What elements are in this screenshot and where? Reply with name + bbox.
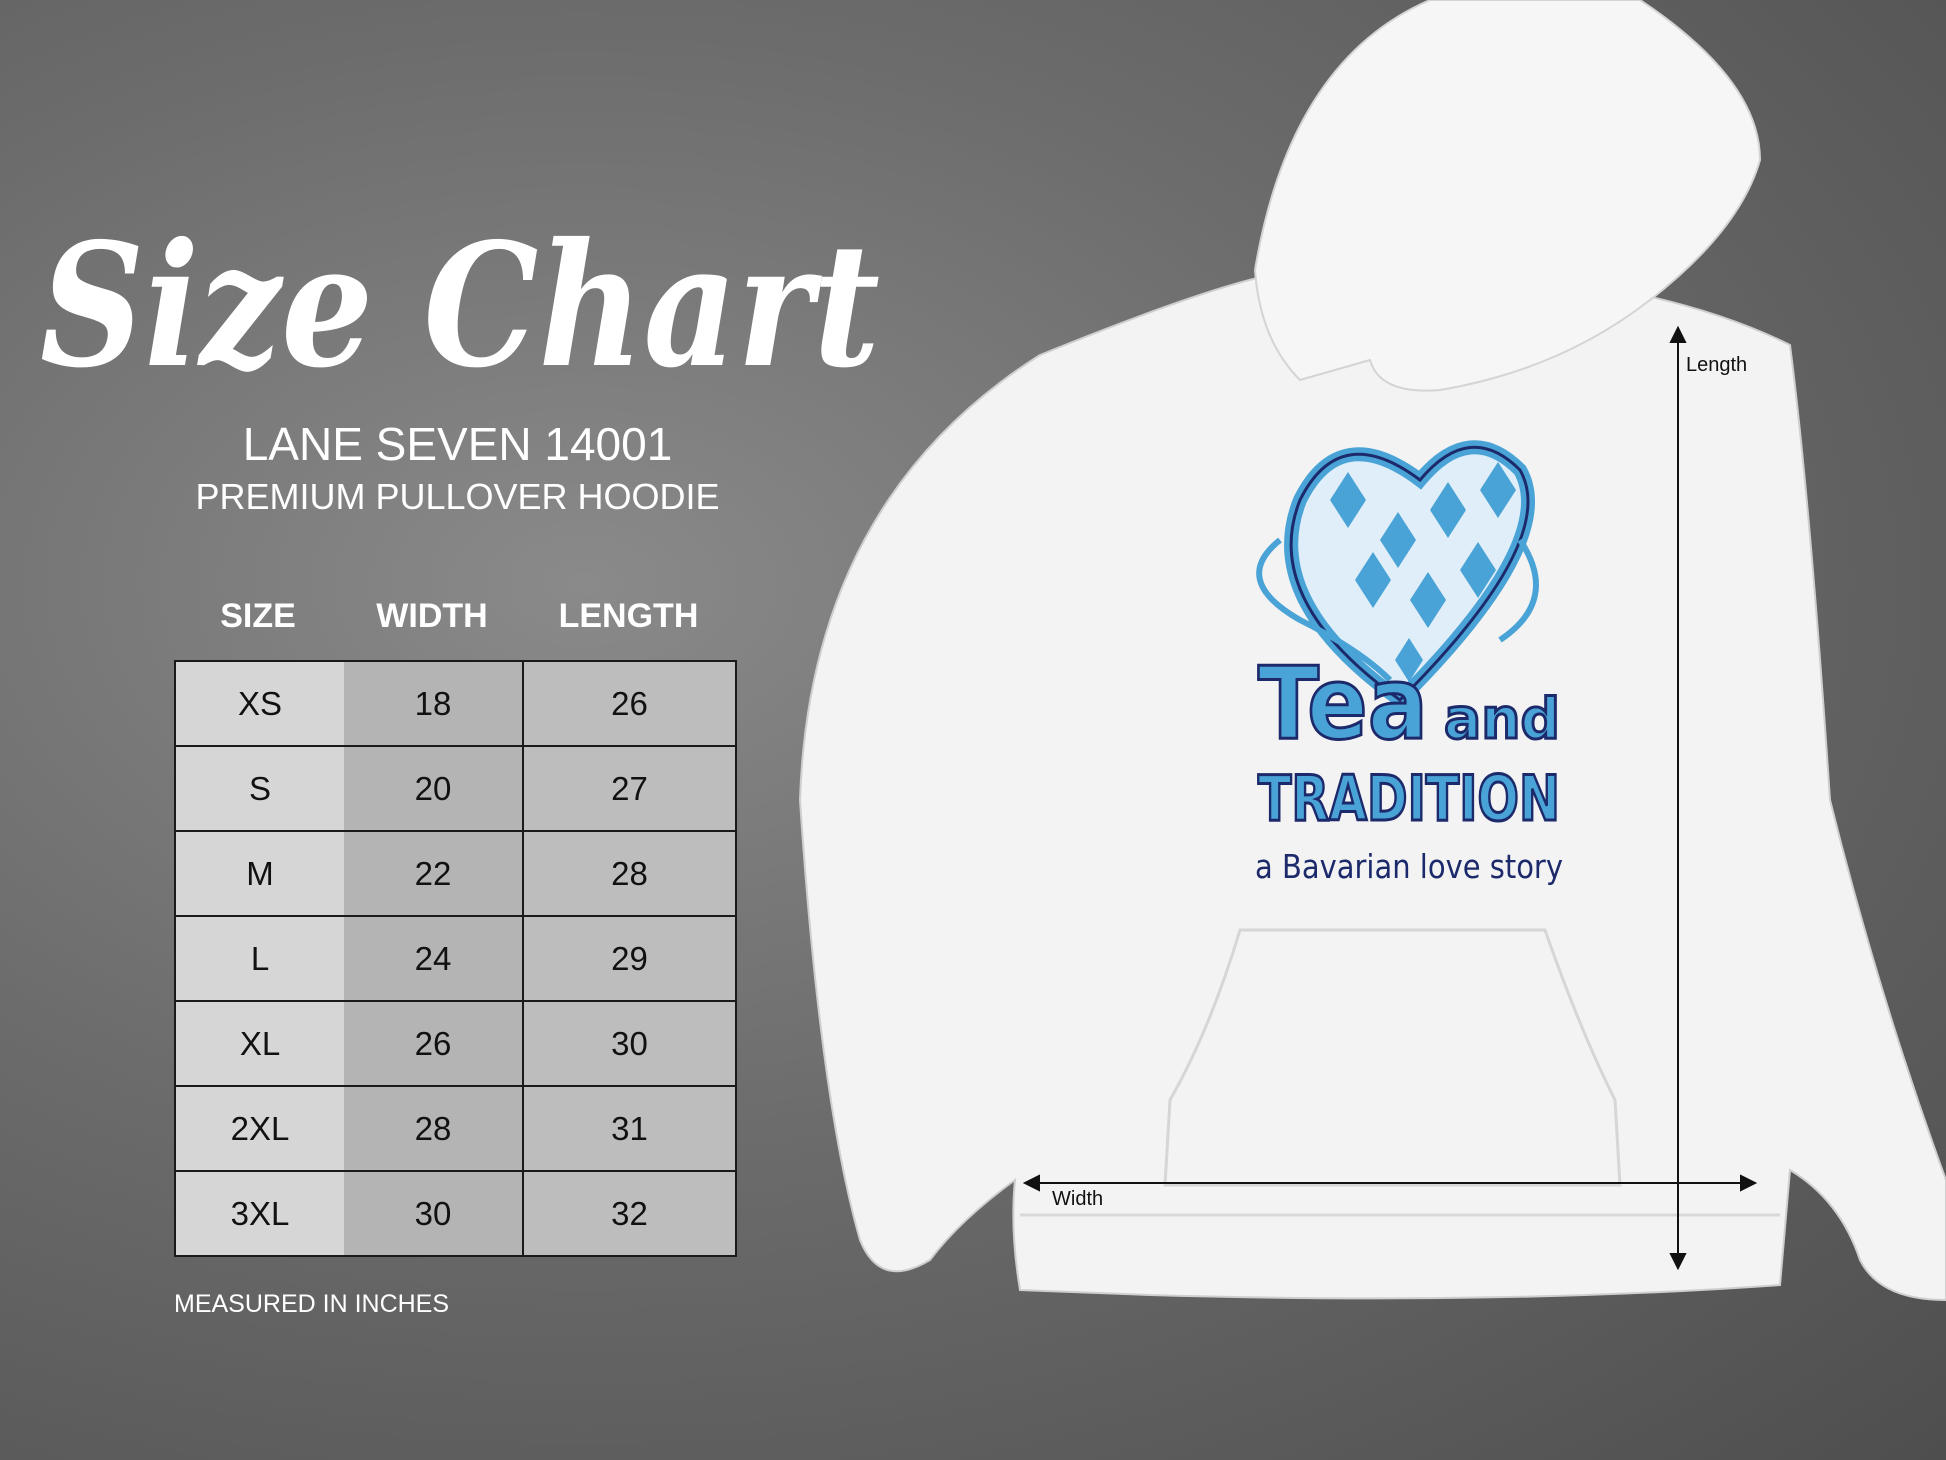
width-cell: 24 — [344, 915, 524, 1002]
header-size: SIZE — [220, 597, 296, 635]
length-cell: 28 — [522, 830, 737, 917]
table-row: 3XL 30 32 — [174, 1170, 737, 1257]
hoodie-hood — [1253, 0, 1762, 392]
table-row: L 24 29 — [174, 915, 737, 1002]
size-table: XS 18 26 S 20 27 M 22 28 L 24 29 XL 26 30 2XL 28 31 3XL 30 3… — [174, 660, 737, 1257]
design-line-tagline: a Bavarian love story — [1255, 847, 1563, 886]
design-line-and: and — [1444, 687, 1560, 752]
length-cell: 26 — [522, 660, 737, 747]
table-row: XS 18 26 — [174, 660, 737, 747]
hoodie-body — [798, 273, 1946, 1302]
header-width: WIDTH — [376, 597, 488, 635]
length-cell: 32 — [522, 1170, 737, 1257]
units-note: MEASURED IN INCHES — [174, 1290, 450, 1318]
length-arrow — [1669, 325, 1687, 1271]
size-cell: XL — [174, 1000, 344, 1087]
width-cell: 22 — [344, 830, 524, 917]
width-cell: 30 — [344, 1170, 524, 1257]
size-cell: 2XL — [174, 1085, 344, 1172]
size-cell: L — [174, 915, 344, 1002]
product-model: LANE SEVEN 14001 — [242, 418, 673, 470]
length-cell: 29 — [522, 915, 737, 1002]
header-length: LENGTH — [558, 597, 699, 635]
design-line-tradition: TRADITION — [1258, 762, 1560, 835]
size-chart-title: Size Chart — [40, 215, 880, 406]
table-row: 2XL 28 31 — [174, 1085, 737, 1172]
length-label: Length — [1686, 354, 1747, 376]
svg-text:Size Chart: Size Chart — [40, 215, 880, 406]
size-cell: S — [174, 745, 344, 832]
table-row: XL 26 30 — [174, 1000, 737, 1087]
table-row: S 20 27 — [174, 745, 737, 832]
width-cell: 18 — [344, 660, 524, 747]
width-arrow — [1022, 1174, 1758, 1192]
length-cell: 27 — [522, 745, 737, 832]
hoodie-pocket — [1163, 928, 1622, 1187]
length-cell: 31 — [522, 1085, 737, 1172]
size-cell: M — [174, 830, 344, 917]
table-row: M 22 28 — [174, 830, 737, 917]
print-design: Tea and TRADITION a Bavarian love story — [1255, 440, 1563, 886]
product-type: PREMIUM PULLOVER HOODIE — [195, 476, 720, 517]
length-cell: 30 — [522, 1000, 737, 1087]
width-cell: 20 — [344, 745, 524, 832]
width-cell: 28 — [344, 1085, 524, 1172]
size-cell: 3XL — [174, 1170, 344, 1257]
width-cell: 26 — [344, 1000, 524, 1087]
width-label: Width — [1052, 1188, 1103, 1210]
size-cell: XS — [174, 660, 344, 747]
design-line-tea: Tea — [1258, 645, 1428, 762]
